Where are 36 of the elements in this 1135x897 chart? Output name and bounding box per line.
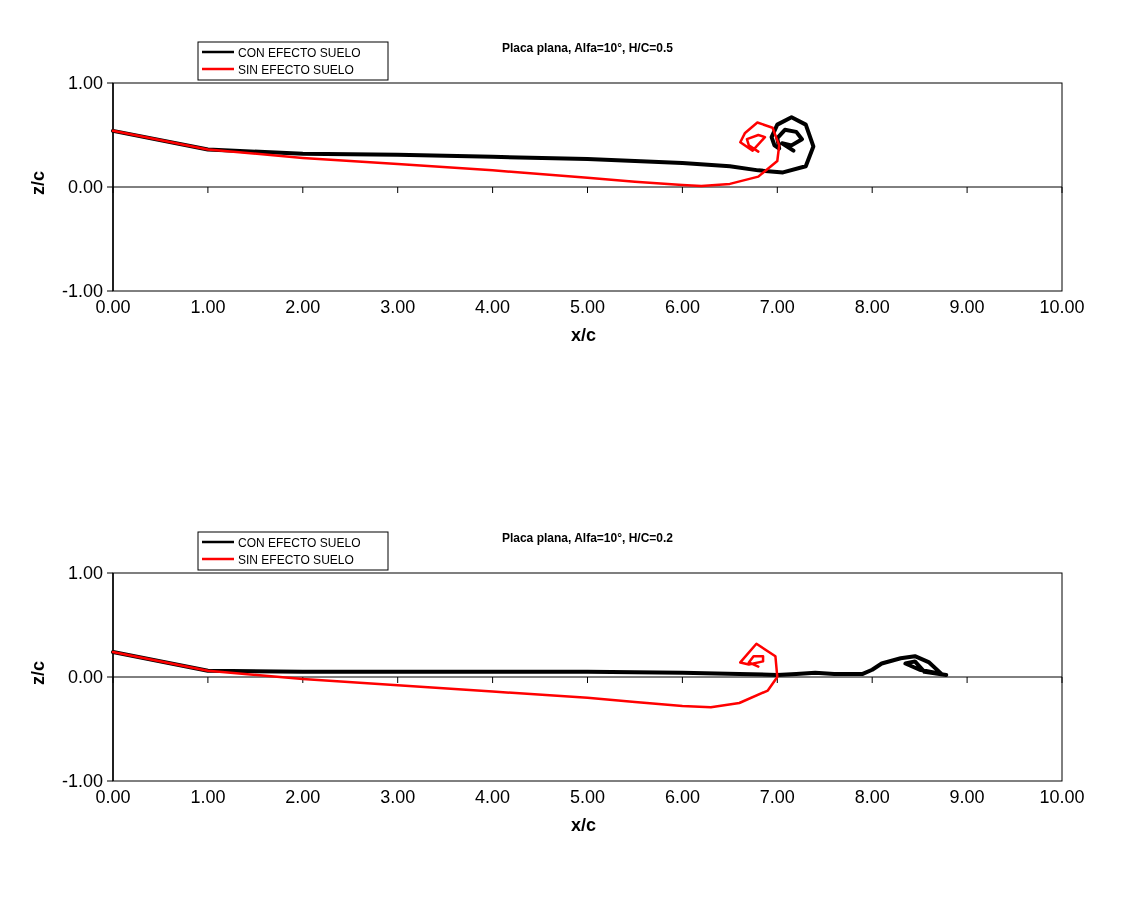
x-tick-label: 6.00 (664, 297, 700, 317)
line-series (111, 642, 779, 709)
line-series (111, 121, 781, 188)
x-tick-label: 7.00 (759, 787, 795, 807)
x-axis-title: x/c (570, 815, 597, 835)
x-tick-label: 1.00 (190, 787, 226, 807)
x-tick-label: 3.00 (380, 787, 416, 807)
x-tick-label: 5.00 (569, 787, 606, 807)
y-tick-label: 1.00 (67, 563, 103, 583)
y-tick-label: 1.00 (67, 73, 103, 93)
chart-title: Placa plana, Alfa=10°, H/C=0.5 (501, 41, 674, 55)
x-tick-label: 5.00 (569, 297, 606, 317)
x-tick-label: 3.00 (380, 297, 416, 317)
x-tick-label: 2.00 (285, 787, 321, 807)
legend-label: SIN EFECTO SUELO (238, 553, 354, 567)
y-tick-label: 0.00 (67, 177, 103, 197)
legend-label: CON EFECTO SUELO (238, 536, 361, 550)
x-tick-label: 7.00 (759, 297, 795, 317)
y-tick-label: 0.00 (67, 667, 103, 687)
x-tick-label: 1.00 (190, 297, 226, 317)
x-tick-label: 10.00 (1039, 787, 1085, 807)
x-tick-label: 9.00 (949, 297, 985, 317)
x-tick-label: 6.00 (664, 787, 700, 807)
y-axis-title: z/c (28, 660, 48, 686)
x-tick-label: 9.00 (949, 787, 985, 807)
legend-label: SIN EFECTO SUELO (238, 63, 354, 77)
legend-label: CON EFECTO SUELO (238, 46, 361, 60)
y-axis-title: z/c (28, 170, 48, 196)
x-axis-title: x/c (570, 325, 597, 345)
x-tick-label: 8.00 (854, 297, 890, 317)
x-tick-label: 8.00 (854, 787, 890, 807)
x-tick-label: 10.00 (1039, 297, 1085, 317)
chart-title: Placa plana, Alfa=10°, H/C=0.2 (501, 531, 674, 545)
x-tick-label: 4.00 (475, 297, 511, 317)
x-tick-label: 2.00 (285, 297, 321, 317)
x-tick-label: 4.00 (475, 787, 511, 807)
